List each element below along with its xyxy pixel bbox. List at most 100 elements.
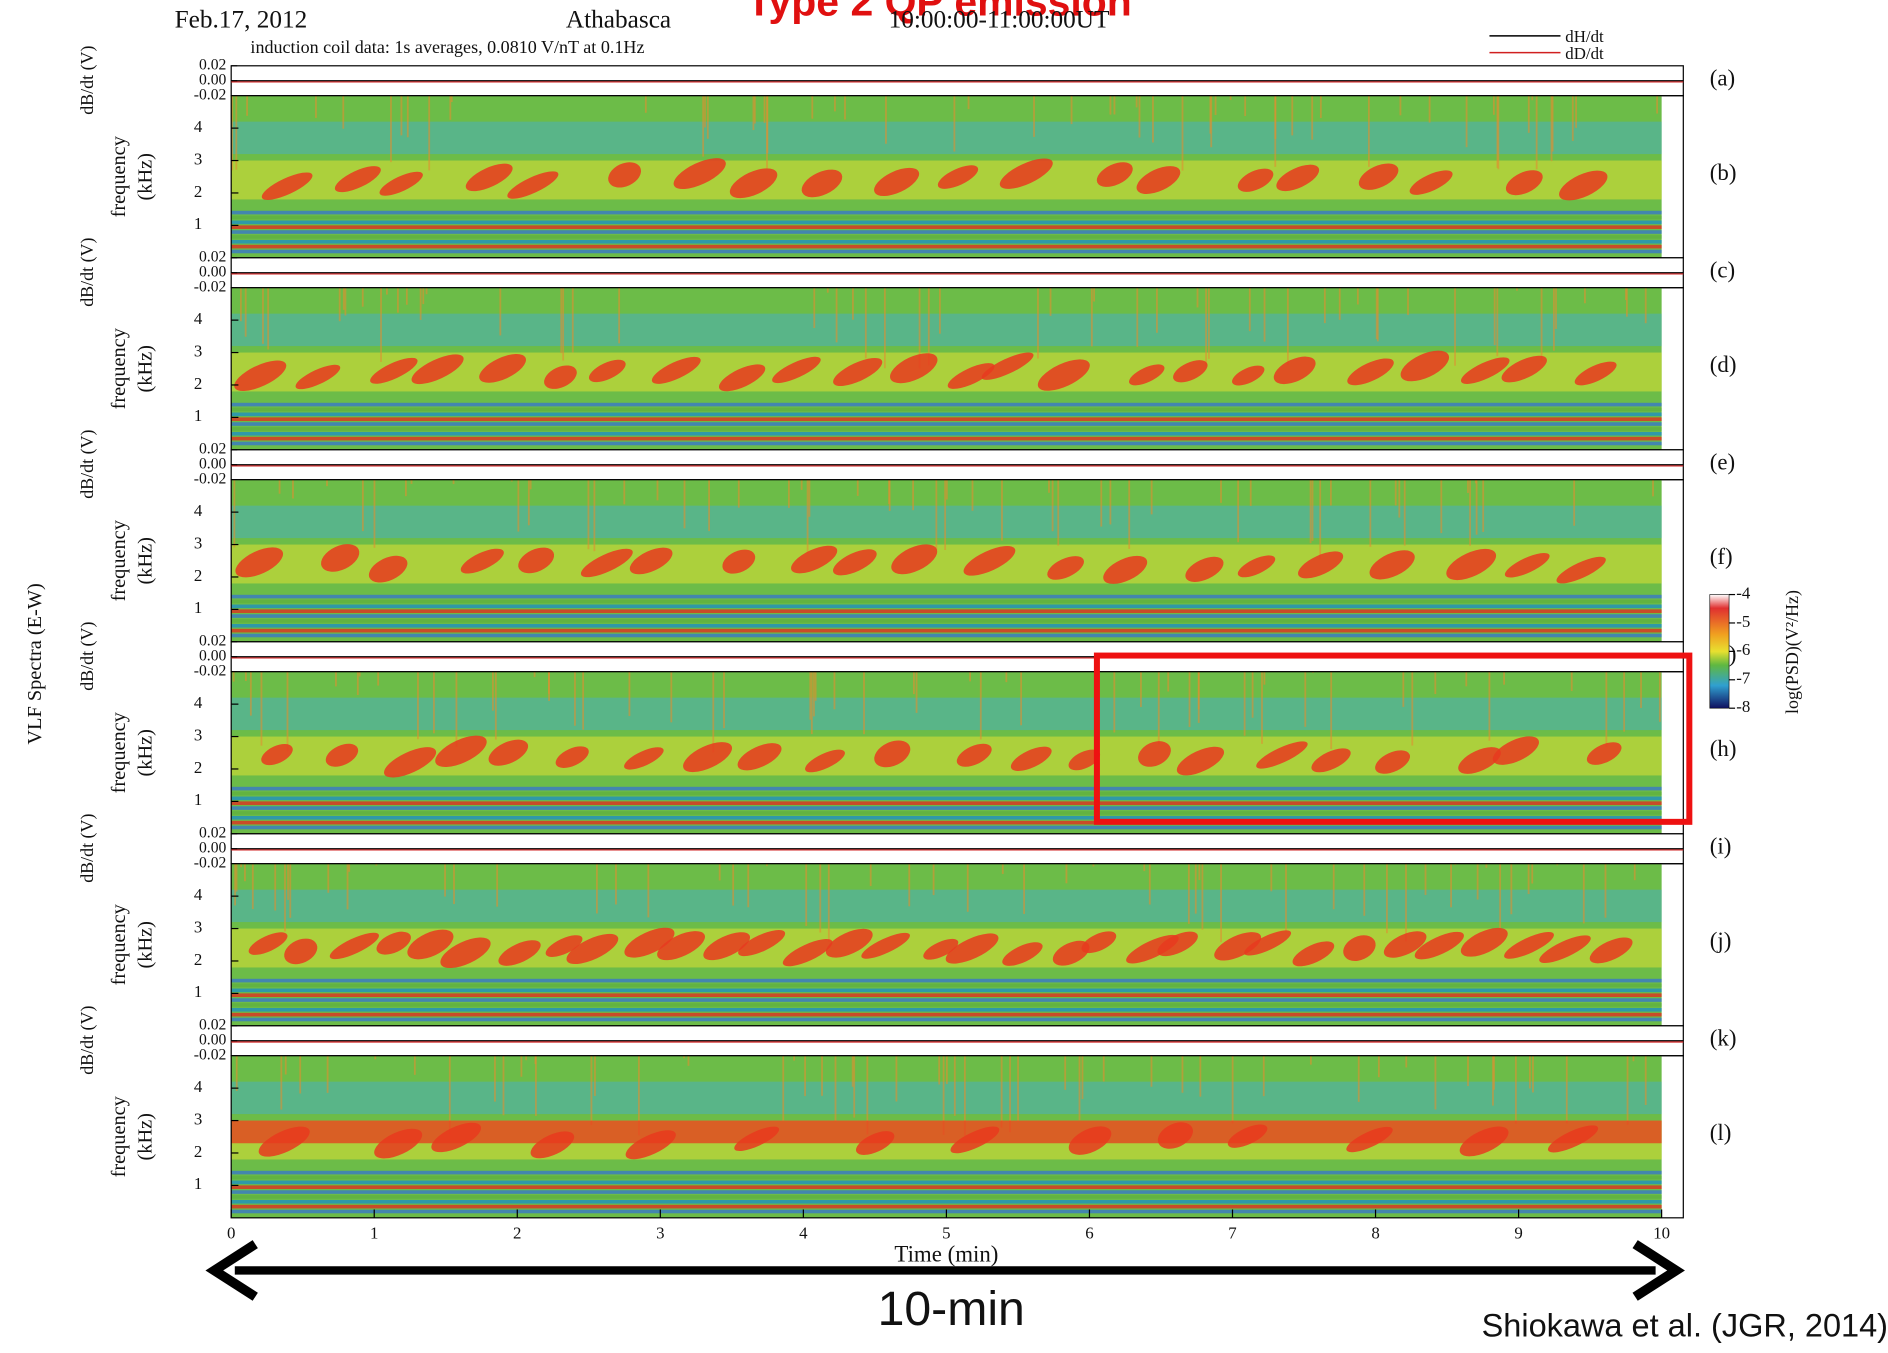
spectrogram-streak xyxy=(525,1055,528,1061)
y-tick-label: 0.02 xyxy=(199,632,226,649)
spectrogram-streak xyxy=(235,1055,238,1091)
spectrogram-streak xyxy=(1514,1055,1517,1124)
y-tick-label: 0.02 xyxy=(199,56,226,73)
spectrogram-streak xyxy=(1270,863,1273,892)
spectrogram-streak xyxy=(510,479,513,482)
spectrogram-streak xyxy=(496,863,499,907)
y-tick-label: -0.02 xyxy=(194,470,227,487)
spectrogram-streak xyxy=(1516,287,1518,291)
spectrogram-streak xyxy=(833,671,836,710)
spectrogram-streak xyxy=(844,95,846,120)
emission-blob xyxy=(891,544,938,575)
y-tick-label: 1 xyxy=(194,598,202,617)
spectrogram-band xyxy=(231,820,1662,825)
spectrogram-streak xyxy=(1376,287,1379,342)
spectrogram-band xyxy=(231,225,1662,229)
spectrogram-streak xyxy=(274,863,277,911)
spectrogram-streak xyxy=(400,95,403,136)
subtitle: induction coil data: 1s averages, 0.0810… xyxy=(250,37,644,57)
emission-blob xyxy=(376,931,411,955)
spectrogram-streak xyxy=(1023,863,1025,914)
spectrogram-streak xyxy=(1188,671,1191,727)
y-tick-label: 1 xyxy=(194,982,202,1001)
spectrogram-streak xyxy=(808,479,811,517)
spectrogram-band xyxy=(231,623,1662,628)
spectrogram-streak xyxy=(284,1055,287,1075)
spectrogram-streak xyxy=(1656,95,1659,114)
spectrogram-streak xyxy=(944,479,947,550)
spectrogram-streak xyxy=(1403,479,1406,546)
spectrogram-band xyxy=(231,417,1662,421)
spectrogram-streak xyxy=(1499,863,1502,931)
emission-blob xyxy=(1237,168,1274,192)
spectrogram-streak xyxy=(1652,479,1654,497)
spectrogram-streak xyxy=(452,479,455,485)
spectrogram-streak xyxy=(1540,287,1543,362)
spectrogram-streak xyxy=(813,287,816,328)
spectrogram-streak xyxy=(615,863,617,905)
spectrogram-streak xyxy=(1001,863,1004,874)
emission-blob xyxy=(956,743,992,767)
y-tick-label: 2 xyxy=(194,182,202,201)
spectrogram-streak xyxy=(1205,287,1207,366)
spectrogram-streak xyxy=(1338,287,1341,320)
emission-blob xyxy=(782,939,833,967)
spectrogram-streak xyxy=(1496,287,1499,357)
x-tick-label: 9 xyxy=(1514,1223,1522,1242)
spectrogram-streak xyxy=(752,95,755,131)
spectrogram-streak xyxy=(1488,671,1491,741)
spectrogram-band xyxy=(231,215,1662,220)
spectrogram-streak xyxy=(895,1055,898,1102)
spectrogram-band xyxy=(231,1012,1662,1017)
spectrogram-streak xyxy=(863,671,865,735)
axis-label: dB/dt (V) xyxy=(77,430,98,499)
spectrogram-streak xyxy=(945,479,948,500)
emission-blob xyxy=(833,357,883,386)
spectrogram-streak xyxy=(419,287,422,320)
spectrogram-streak xyxy=(809,671,812,720)
axis-label: frequency xyxy=(108,135,130,217)
y-tick-label: -0.02 xyxy=(194,854,227,871)
spectrogram-streak xyxy=(1405,863,1407,942)
panel-label: (i) xyxy=(1710,833,1732,858)
spectrogram-streak xyxy=(1434,671,1437,695)
spectrogram-streak xyxy=(747,863,750,908)
emission-blob xyxy=(1273,356,1316,385)
emission-blob xyxy=(1414,931,1464,960)
emission-blob xyxy=(861,932,910,959)
spectrogram-streak xyxy=(1640,671,1642,709)
emission-blob xyxy=(1311,748,1351,773)
spectrogram-band xyxy=(231,1007,1662,1012)
spectrogram-streak xyxy=(587,479,590,550)
spectrogram-streak xyxy=(260,671,263,746)
spectrogram-band xyxy=(231,313,1662,347)
y-tick-label: 3 xyxy=(194,341,202,360)
spectrogram-streak xyxy=(856,479,859,496)
emission-blob xyxy=(651,356,701,384)
spectrogram-streak xyxy=(380,287,382,362)
x-tick-label: 4 xyxy=(799,1223,808,1242)
emission-blob xyxy=(379,171,423,196)
axis-label: dB/dt (V) xyxy=(77,814,98,883)
spectrogram-streak xyxy=(1017,1055,1019,1121)
spectrogram-streak xyxy=(1274,95,1277,167)
spectrogram-streak xyxy=(1231,1055,1234,1124)
colorbar xyxy=(1709,594,1730,709)
spectrogram-streak xyxy=(732,863,735,906)
spectrogram-streak xyxy=(231,95,234,171)
spectrogram-streak xyxy=(289,863,292,918)
spectrogram-streak xyxy=(1263,671,1266,685)
spectrogram-streak xyxy=(1527,95,1530,133)
spectrogram-streak xyxy=(562,287,565,361)
spectrogram-streak xyxy=(1398,479,1401,518)
spectrogram-streak xyxy=(1482,479,1485,532)
spectrogram-streak xyxy=(708,479,711,532)
spectrogram-streak xyxy=(704,95,706,128)
spectrogram-streak xyxy=(683,479,686,529)
date: Feb.17, 2012 xyxy=(175,6,308,33)
spectrogram-streak xyxy=(1575,95,1578,128)
spectrogram-band xyxy=(231,1195,1662,1199)
spectrogram-streak xyxy=(885,95,887,144)
emission-blob xyxy=(718,364,766,392)
